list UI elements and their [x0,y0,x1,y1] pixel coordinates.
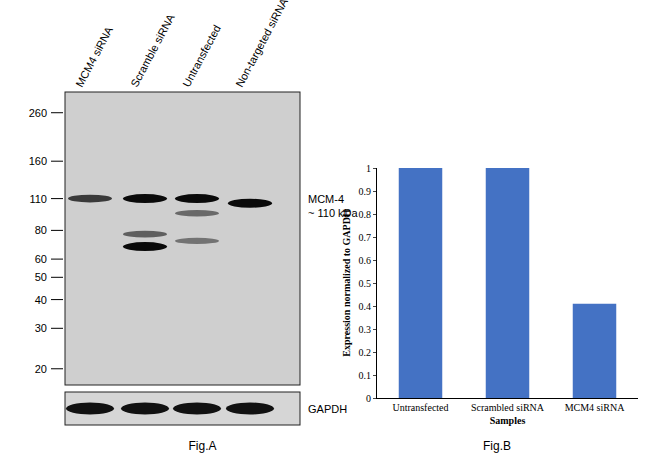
svg-text:160: 160 [29,155,47,167]
svg-text:Fig.B: Fig.B [483,439,511,453]
svg-text:Scrambled siRNA: Scrambled siRNA [471,402,545,413]
svg-text:260: 260 [29,107,47,119]
svg-text:Samples: Samples [490,415,526,426]
svg-text:20: 20 [35,363,47,375]
svg-text:60: 60 [35,253,47,265]
svg-text:0.6: 0.6 [359,255,372,266]
svg-text:1: 1 [366,163,371,174]
svg-text:0.4: 0.4 [359,301,372,312]
svg-text:Fig.A: Fig.A [188,439,216,453]
svg-text:0.8: 0.8 [359,209,372,220]
svg-text:80: 80 [35,224,47,236]
svg-text:Expression normalized to GAPDH: Expression normalized to GAPDH [341,209,352,357]
svg-text:MCM4 siRNA: MCM4 siRNA [565,402,626,413]
svg-text:40: 40 [35,294,47,306]
svg-text:Untransfected: Untransfected [392,402,448,413]
svg-text:0.7: 0.7 [359,232,372,243]
svg-text:0.9: 0.9 [359,186,372,197]
svg-text:110: 110 [29,193,47,205]
svg-text:Scramble siRNA: Scramble siRNA [128,11,177,88]
svg-text:0: 0 [366,393,371,404]
svg-text:GAPDH: GAPDH [308,403,347,415]
svg-text:MCM4 siRNA: MCM4 siRNA [73,24,115,89]
svg-text:Untransfected: Untransfected [180,23,223,89]
svg-text:50: 50 [35,271,47,283]
svg-text:0.1: 0.1 [359,370,372,381]
svg-text:0.5: 0.5 [359,278,372,289]
svg-text:Non-targeted siRNA: Non-targeted siRNA [233,0,290,89]
svg-text:30: 30 [35,322,47,334]
svg-text:~ 110 kDa: ~ 110 kDa [308,207,359,219]
svg-text:0.2: 0.2 [359,347,372,358]
svg-text:0.3: 0.3 [359,324,372,335]
svg-text:MCM-4: MCM-4 [308,193,344,205]
